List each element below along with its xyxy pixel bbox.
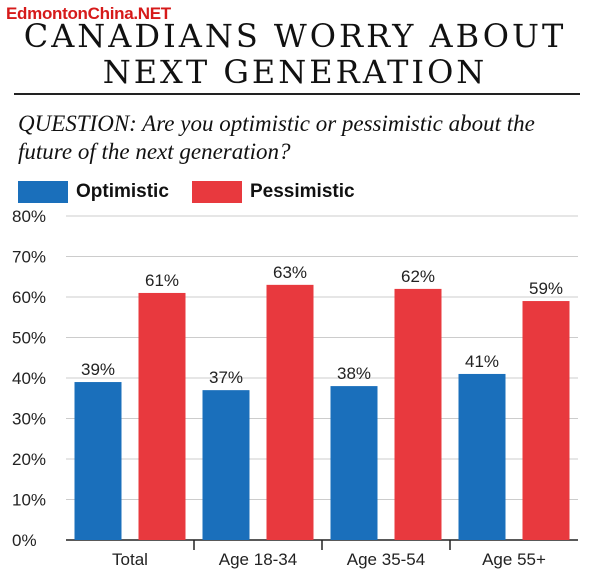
question-text: QUESTION: Are you optimistic or pessimis… — [18, 111, 535, 164]
data-label-pessimistic-2: 62% — [401, 267, 435, 286]
bar-pessimistic-0 — [138, 292, 186, 540]
y-tick-label-70: 70% — [12, 248, 46, 267]
data-label-pessimistic-0: 61% — [145, 271, 179, 290]
bar-optimistic-1 — [202, 390, 250, 540]
legend-swatch-pessimistic — [192, 181, 242, 203]
y-tick-label-80: 80% — [12, 207, 46, 226]
watermark-logo: EdmontonChina.NET — [6, 4, 171, 23]
bar-pessimistic-2 — [394, 288, 442, 540]
bar-chart: 0% 10% 20% 30% 40% 50% 60% 70% 80% 39% 61% Total 37%… — [12, 207, 578, 569]
legend-item-pessimistic: Pessimistic — [192, 180, 355, 204]
data-label-optimistic-3: 41% — [465, 352, 499, 371]
title-line-2: NEXT GENERATION — [102, 53, 488, 91]
chart-title: CANADIANS WORRY ABOUT NEXT GENERATION — [0, 18, 590, 90]
data-label-optimistic-0: 39% — [81, 360, 115, 379]
y-tick-label-10: 10% — [12, 491, 46, 510]
y-tick-label-20: 20% — [12, 450, 46, 469]
title-divider — [14, 93, 580, 95]
bar-pessimistic-1 — [266, 284, 314, 540]
legend-label-pessimistic: Pessimistic — [250, 181, 355, 202]
bar-optimistic-2 — [330, 386, 378, 540]
bar-optimistic-0 — [74, 382, 122, 540]
y-tick-label-30: 30% — [12, 410, 46, 429]
bar-optimistic-3 — [458, 373, 506, 540]
y-tick-label-50: 50% — [12, 329, 46, 348]
data-label-optimistic-2: 38% — [337, 364, 371, 383]
category-label-0: Total — [112, 550, 148, 569]
category-label-3: Age 55+ — [482, 550, 546, 569]
y-tick-label-40: 40% — [12, 369, 46, 388]
category-label-1: Age 18-34 — [219, 550, 297, 569]
legend-item-optimistic: Optimistic — [18, 180, 169, 204]
legend-label-optimistic: Optimistic — [76, 181, 169, 202]
data-label-pessimistic-3: 59% — [529, 279, 563, 298]
bar-pessimistic-3 — [522, 301, 570, 540]
title-line-1: CANADIANS WORRY ABOUT — [23, 17, 567, 55]
y-tick-label-60: 60% — [12, 288, 46, 307]
data-label-optimistic-1: 37% — [209, 368, 243, 387]
data-label-pessimistic-1: 63% — [273, 263, 307, 282]
y-tick-label-0: 0% — [12, 531, 37, 550]
category-label-2: Age 35-54 — [347, 550, 425, 569]
legend-swatch-optimistic — [18, 181, 68, 203]
